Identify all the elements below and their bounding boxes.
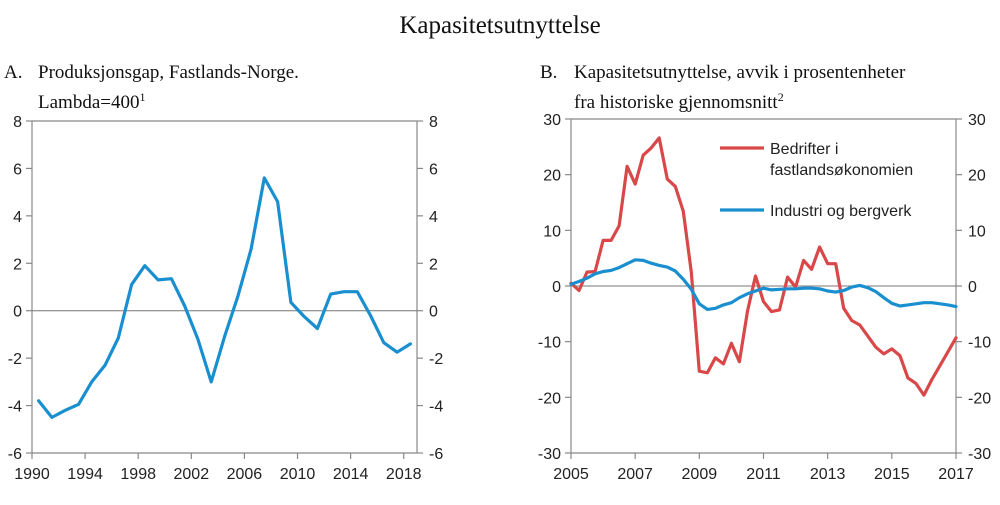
x-tick-label: 2010 bbox=[280, 466, 316, 483]
left-y-tick-label: 4 bbox=[13, 209, 22, 226]
series-line-produksjonsgap bbox=[36, 176, 412, 419]
x-tick-label: 2002 bbox=[174, 466, 210, 483]
left-y-tick-label: -20 bbox=[538, 390, 561, 407]
x-tick-label: 2006 bbox=[227, 466, 263, 483]
left-y-tick-label: 10 bbox=[543, 223, 561, 240]
right-y-tick-label: 8 bbox=[429, 114, 438, 131]
left-y-tick-label: 20 bbox=[543, 168, 561, 185]
chart-b: 30 30 20 20 10 10 0 0 -10 -10 -20 -20 -30 -30 2005 2007… bbox=[538, 112, 991, 483]
left-y-tick-label: -4 bbox=[8, 399, 22, 416]
x-tick-label: 2014 bbox=[333, 466, 369, 483]
legend-label-line2: fastlandsøkonomien bbox=[770, 162, 913, 179]
chart-a: 8 8 6 6 4 4 2 2 0 0 -2 -2 -4 -4 -6 -6 1990 1994 1998 2002 20… bbox=[8, 114, 444, 483]
panel-b-title: B. Kapasitetsutnyttelse, avvik i prosente… bbox=[540, 61, 905, 115]
legend-label: Industri og bergverk bbox=[770, 203, 912, 220]
x-tick-label: 2011 bbox=[746, 466, 781, 483]
x-tick-label: 2017 bbox=[938, 466, 974, 483]
right-y-tick-label: -10 bbox=[968, 335, 991, 352]
left-y-tick-label: -30 bbox=[538, 446, 561, 463]
x-tick-label: 2005 bbox=[553, 466, 589, 483]
right-y-tick-label: -30 bbox=[968, 446, 991, 463]
x-tick-label: 2018 bbox=[386, 466, 422, 483]
panel-a-footnote: 1 bbox=[139, 90, 146, 104]
right-y-tick-label: 0 bbox=[968, 279, 977, 296]
right-y-tick-label: -4 bbox=[429, 399, 443, 416]
right-y-tick-label: 6 bbox=[429, 161, 438, 178]
x-tick-label: 1994 bbox=[67, 466, 103, 483]
right-y-tick-label: 0 bbox=[429, 304, 438, 321]
legend-label: Bedrifter i bbox=[770, 141, 838, 158]
x-tick-label: 2007 bbox=[617, 466, 653, 483]
left-y-tick-label: 2 bbox=[13, 256, 22, 273]
x-tick-label: 2009 bbox=[682, 466, 718, 483]
panel-a-label: A. bbox=[4, 62, 23, 83]
left-y-tick-label: 0 bbox=[13, 304, 22, 321]
left-y-tick-label: 0 bbox=[552, 279, 561, 296]
right-y-tick-label: 4 bbox=[429, 209, 438, 226]
left-y-tick-label: 30 bbox=[543, 112, 561, 129]
figure-title: Kapasitetsutnyttelse bbox=[399, 12, 601, 39]
left-y-tick-label: -10 bbox=[538, 335, 561, 352]
panel-b-label: B. bbox=[540, 62, 558, 83]
x-tick-label: 2015 bbox=[874, 466, 910, 483]
right-y-tick-label: -6 bbox=[429, 446, 443, 463]
x-tick-label: 2013 bbox=[810, 466, 846, 483]
panel-b-footnote: 2 bbox=[777, 90, 784, 104]
x-tick-label: 1990 bbox=[14, 466, 50, 483]
right-y-tick-label: -2 bbox=[429, 351, 443, 368]
x-tick-label: 1998 bbox=[120, 466, 156, 483]
left-y-tick-label: -6 bbox=[8, 446, 22, 463]
right-y-tick-label: 30 bbox=[968, 112, 986, 129]
panel-a-title-line1: Produksjonsgap, Fastlands-Norge. bbox=[38, 62, 299, 83]
panel-b-title-line2: fra historiske gjennomsnitt bbox=[574, 92, 778, 113]
right-y-tick-label: 20 bbox=[968, 168, 986, 185]
left-y-tick-label: -2 bbox=[8, 351, 22, 368]
left-y-tick-label: 8 bbox=[13, 114, 22, 131]
panel-a-title-line2: Lambda=400 bbox=[38, 92, 140, 113]
panel-b-title-line1: Kapasitetsutnyttelse, avvik i prosentenh… bbox=[574, 62, 906, 83]
right-y-tick-label: 10 bbox=[968, 223, 986, 240]
right-y-tick-label: -20 bbox=[968, 390, 991, 407]
panel-a-title: A. Produksjonsgap, Fastlands-Norge. Lambd… bbox=[4, 61, 299, 115]
left-y-tick-label: 6 bbox=[13, 161, 22, 178]
right-y-tick-label: 2 bbox=[429, 256, 438, 273]
